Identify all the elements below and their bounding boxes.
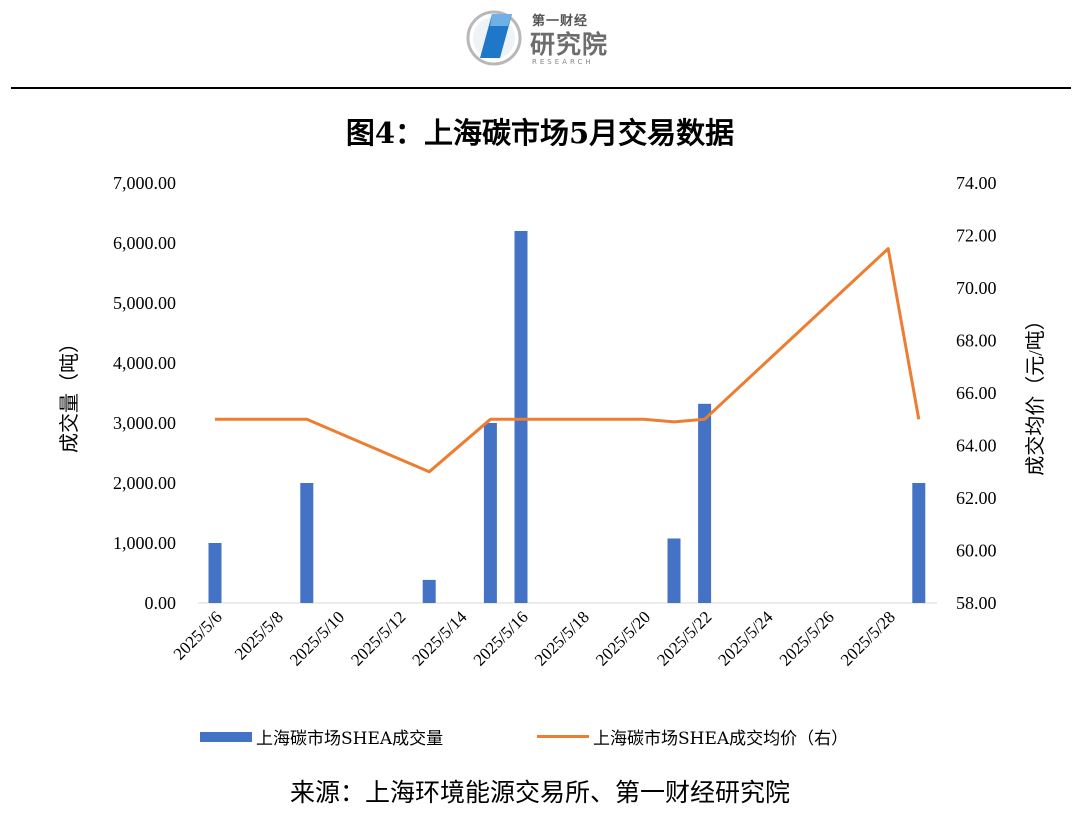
y-right-tick-label: 64.00 (956, 436, 997, 456)
y-left-tick-label: 2,000.00 (113, 473, 176, 493)
x-tick-label: 2025/5/20 (592, 607, 654, 669)
x-tick-label: 2025/5/16 (470, 607, 532, 669)
y-left-tick-label: 6,000.00 (113, 233, 176, 253)
volume-bar (422, 579, 436, 603)
y-right-tick-label: 74.00 (956, 173, 997, 193)
research-logo: 第一财经 研究院 RESEARCH (466, 6, 626, 70)
y-right-tick-label: 68.00 (956, 331, 997, 351)
y-left-tick-label: 3,000.00 (113, 413, 176, 433)
y-left-tick-label: 5,000.00 (113, 293, 176, 313)
volume-bar (300, 483, 314, 603)
chart-title: 图4：上海碳市场5月交易数据 (345, 116, 735, 150)
legend-label-price: 上海碳市场SHEA成交均价（右） (593, 729, 849, 749)
volume-bar (514, 231, 528, 603)
logo-emblem-icon (466, 10, 522, 66)
x-tick-label: 2025/5/24 (714, 607, 777, 670)
volume-bar (483, 423, 497, 603)
legend-label-volume: 上海碳市场SHEA成交量 (256, 729, 444, 749)
volume-bar (208, 543, 222, 603)
y-right-tick-label: 70.00 (956, 278, 997, 298)
legend-swatch-volume (200, 731, 252, 742)
y-left-tick-label: 7,000.00 (113, 173, 176, 193)
y-right-tick-label: 60.00 (956, 541, 997, 561)
y-right-axis-title: 成交均价（元/吨） (1024, 310, 1047, 476)
logo-top-text: 第一财经 (532, 14, 589, 29)
x-tick-label: 2025/5/8 (231, 607, 287, 663)
x-tick-label: 2025/5/10 (286, 607, 348, 669)
y-right-tick-label: 58.00 (956, 593, 997, 613)
y-right-tick-label: 72.00 (956, 226, 997, 246)
price-line (215, 247, 921, 474)
volume-bar (912, 483, 926, 603)
volume-bar (667, 538, 681, 603)
y-left-tick-label: 4,000.00 (113, 353, 176, 373)
y-left-axis-title: 成交量（吨） (58, 333, 81, 453)
x-tick-label: 2025/5/28 (837, 607, 899, 669)
x-tick-label: 2025/5/12 (347, 607, 409, 669)
x-tick-label: 2025/5/6 (170, 607, 226, 663)
x-tick-label: 2025/5/22 (653, 607, 715, 669)
x-tick-label: 2025/5/26 (776, 607, 838, 669)
logo-main-text: 研究院 (530, 30, 609, 59)
legend-item-volume: 上海碳市场SHEA成交量 (200, 724, 443, 749)
x-tick-label: 2025/5/18 (531, 607, 593, 669)
volume-bar (698, 403, 712, 603)
source-note: 来源：上海环境能源交易所、第一财经研究院 (289, 778, 790, 807)
header-divider (11, 87, 1071, 89)
legend-swatch-price (537, 735, 589, 738)
y-right-tick-label: 62.00 (956, 488, 997, 508)
logo-sub-text: RESEARCH (532, 58, 594, 66)
y-right-tick-label: 66.00 (956, 383, 997, 403)
y-left-tick-label: 1,000.00 (113, 533, 176, 553)
legend-item-price: 上海碳市场SHEA成交均价（右） (537, 724, 848, 749)
x-tick-label: 2025/5/14 (408, 607, 471, 670)
y-left-tick-label: 0.00 (145, 593, 177, 613)
